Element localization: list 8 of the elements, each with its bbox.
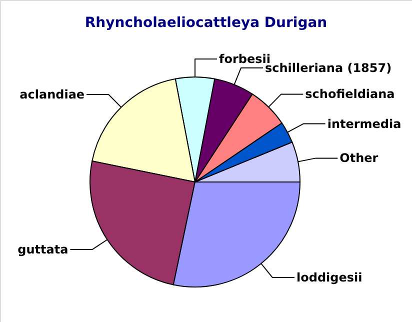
slice-label: forbesii <box>219 52 270 66</box>
slice-label: loddigesii <box>296 270 362 285</box>
chart-title: Rhyncholaeliocattleya Durigan <box>84 15 328 31</box>
slice-label: intermedia <box>327 116 402 131</box>
slice-label: Other <box>340 151 378 166</box>
slice-label: schofieldiana <box>305 87 395 102</box>
slice-label: guttata <box>18 242 68 257</box>
slice-label: aclandiae <box>20 87 85 102</box>
